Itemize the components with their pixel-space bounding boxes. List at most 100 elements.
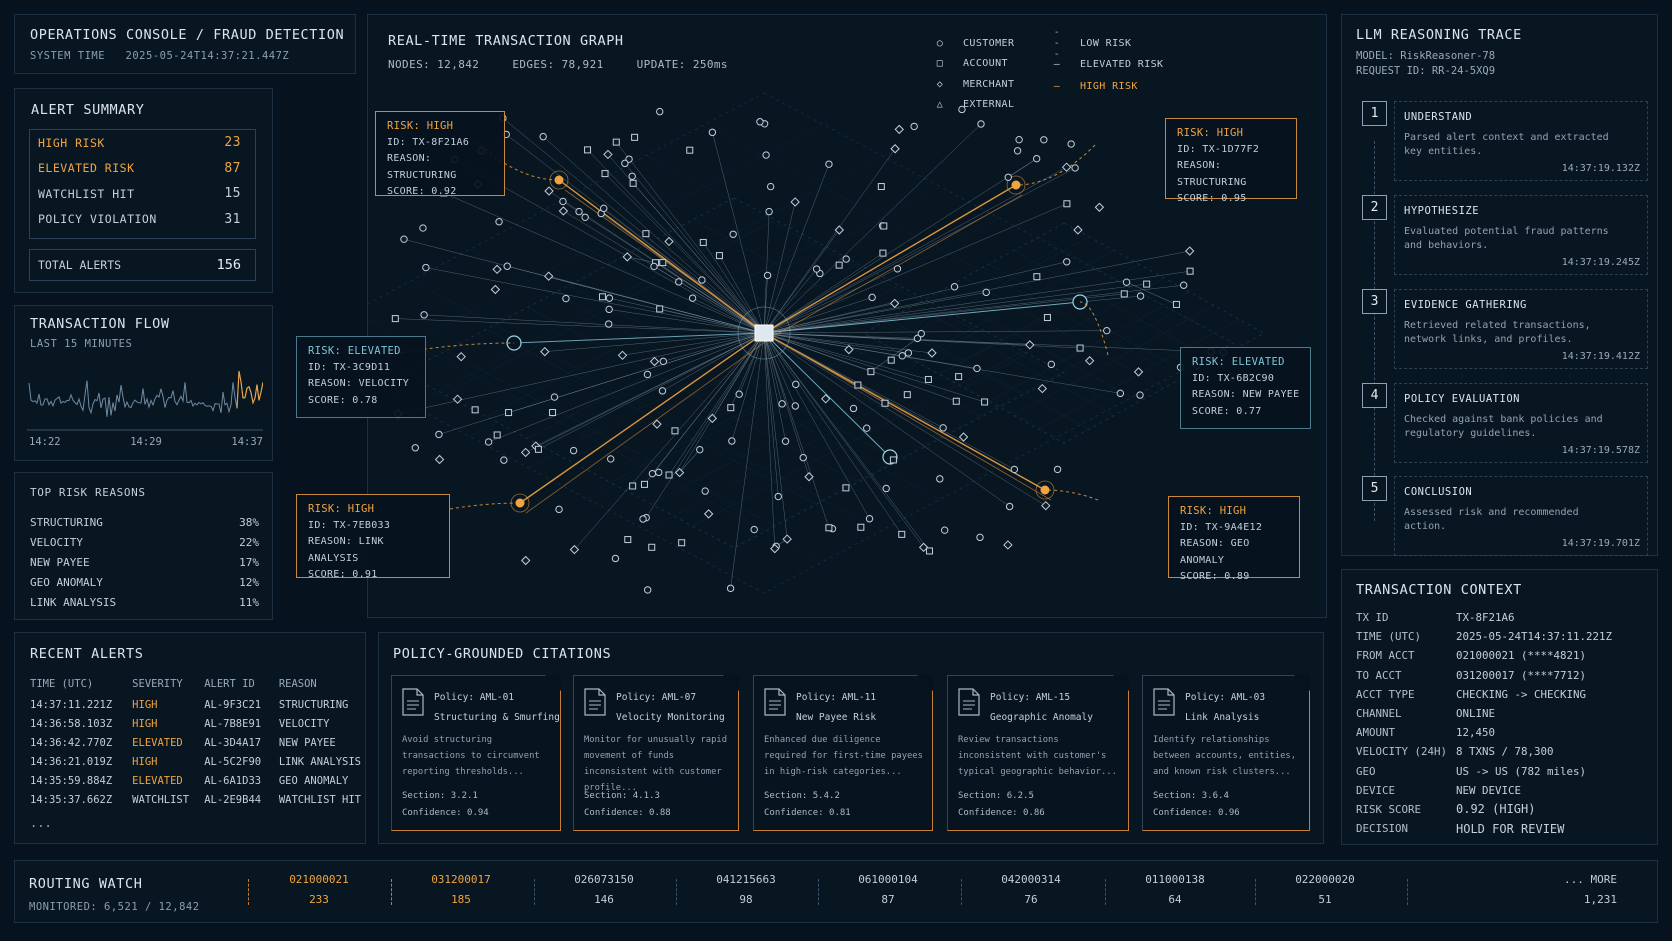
step-timestamp: 14:37:19.412Z [1561,351,1640,362]
callout-tx-1d77f2[interactable]: RISK: HIGH ID: TX-1D77F2 REASON: STRUCTU… [1165,118,1297,204]
account-node [715,252,723,260]
routing-item[interactable]: 011000138 64 [1115,873,1235,913]
callout-id: ID: TX-8F21A6 [387,136,470,148]
customer-node [936,475,944,483]
account-node [924,375,932,383]
context-key: TX ID [1356,611,1389,625]
callout-tx-7eb033[interactable]: RISK: HIGH ID: TX-7EB033 REASON: LINK AN… [296,494,450,580]
table-row[interactable]: 14:37:11.221Z HIGH AL-9F3C21 STRUCTURING [30,695,365,714]
summary-row-high[interactable]: HIGH RISK 23 [30,130,255,156]
merchant-node [1003,540,1013,550]
recent-alerts-panel: RECENT ALERTS TIME (UTC) SEVERITY ALERT … [14,632,366,844]
account-node [584,146,592,154]
routing-more[interactable]: ... MORE 1,231 [1564,873,1617,906]
trace-step-policy[interactable]: 4 POLICY EVALUATION Checked against bank… [1362,383,1648,463]
top-risk-reasons-panel: TOP RISK REASONS STRUCTURING 38% VELOCITY… [14,472,273,620]
summary-row-elevated[interactable]: ELEVATED RISK 87 [30,156,255,182]
step-name: HYPOTHESIZE [1404,205,1480,217]
step-timestamp: 14:37:19.245Z [1561,257,1640,268]
hub-halo [737,306,791,360]
summary-row-policy[interactable]: POLICY VIOLATION 31 [30,207,255,233]
routing-item[interactable]: 026073150 146 [544,873,664,913]
customer-node [1103,326,1111,335]
column-header[interactable]: TIME (UTC) [30,678,94,690]
graph-edge [763,252,884,334]
citation-card-aml-03[interactable]: Policy: AML-03 Link Analysis Identify re… [1142,675,1310,831]
list-item[interactable]: GEO ANOMALY 12% [30,572,259,592]
callout-leader [1015,144,1096,186]
routing-count: 51 [1318,893,1332,906]
list-item[interactable]: VELOCITY 22% [30,533,259,553]
table-row[interactable]: 14:35:59.884Z ELEVATED AL-6A1D33 GEO ANOMAL… [30,771,365,790]
account-node [842,484,850,492]
graph-edge [763,201,796,334]
citation-card-aml-01[interactable]: Policy: AML-01 Structuring & Smurfing Av… [391,675,561,831]
console-header: OPERATIONS CONSOLE / FRAUD DETECTION SYS… [14,14,356,74]
graph-edge [763,164,830,334]
step-box [1394,195,1648,275]
trace-step-evidence[interactable]: 3 EVIDENCE GATHERING Retrieved related t… [1362,289,1648,369]
summary-row-watchlist[interactable]: WATCHLIST HIT 15 [30,181,255,207]
context-key: TO ACCT [1356,668,1402,682]
column-header[interactable]: REASON [278,678,317,690]
list-item[interactable]: STRUCTURING 38% [30,513,259,533]
citation-card-aml-15[interactable]: Policy: AML-15 Geographic Anomaly Review… [947,675,1129,831]
list-item[interactable]: LINK ANALYSIS 11% [30,592,259,612]
table-row[interactable]: 14:35:37.662Z WATCHLIST AL-2E9B44 WATCHLIST… [30,790,365,809]
citation-description: Identify relationships between accounts,… [1153,735,1296,777]
account-node [1076,344,1084,352]
callout-tx-6b2c90[interactable]: RISK: ELEVATED ID: TX-6B2C90 REASON: NEW… [1180,347,1311,429]
graph-edge [763,332,924,548]
list-item[interactable]: NEW PAYEE 17% [30,553,259,573]
routing-item[interactable]: 042000314 76 [971,873,1091,913]
orange-line-icon: — [1053,80,1061,92]
account-node [825,524,833,532]
routing-item[interactable]: 061000104 87 [828,873,948,913]
callout-tx-3c9d11[interactable]: RISK: ELEVATED ID: TX-3C9D11 REASON: VEL… [296,336,426,418]
account-node [631,133,639,141]
routing-item[interactable]: 041215663 98 [686,873,806,913]
merchant-node [890,144,900,154]
graph-edge [763,166,1067,334]
routing-item[interactable]: 022000020 51 [1265,873,1385,913]
graph-edge [763,332,1030,346]
callout-id: ID: TX-7EB033 [308,519,391,531]
citation-card-aml-11[interactable]: Policy: AML-11 New Payee Risk Enhanced d… [753,675,933,831]
merchant-node [558,206,569,216]
table-row[interactable]: 14:36:21.019Z HIGH AL-5C2F90 LINK ANALYSIS [30,752,365,771]
account-node [1186,267,1194,275]
customer-node [778,400,786,408]
table-row[interactable]: 14:36:42.770Z ELEVATED AL-3D4A17 NEW PAYEE [30,733,365,752]
account-node [879,249,887,257]
column-header[interactable]: SEVERITY [132,678,183,690]
callout-tx-8f21a6[interactable]: RISK: HIGH ID: TX-8F21A6 REASON: STRUCTU… [375,111,505,197]
routing-watch-title: ROUTING WATCH [29,876,143,892]
routing-item[interactable]: 031200017 185 [401,873,521,913]
graph-edge [730,332,765,589]
trace-step-understand[interactable]: 1 UNDERSTAND Parsed alert context and ex… [1362,101,1648,181]
column-divider [961,879,962,905]
routing-number: 031200017 [431,873,491,886]
graph-edge [763,332,930,552]
context-key: CHANNEL [1356,707,1402,721]
trace-step-hypothesize[interactable]: 2 HYPOTHESIZE Evaluated potential fraud … [1362,195,1648,275]
routing-item[interactable]: 021000021 233 [259,873,379,913]
legend-label: LOW RISK [1080,37,1132,49]
reason-value: 22% [239,536,259,550]
trace-step-conclusion[interactable]: 5 CONCLUSION Assessed risk and recommend… [1362,476,1648,556]
transaction-context-title: TRANSACTION CONTEXT [1356,582,1522,598]
grid-line [646,155,1117,406]
citation-card-aml-07[interactable]: Policy: AML-07 Velocity Monitoring Monit… [573,675,739,831]
alert-time: 14:36:58.103Z [30,717,113,730]
table-row[interactable]: 14:36:58.103Z HIGH AL-7B8E91 VELOCITY [30,714,365,733]
grid-line [692,350,1023,527]
context-value: CHECKING -> CHECKING [1456,687,1587,701]
column-divider [391,879,392,905]
grid-line [1013,305,1215,416]
customer-node [939,424,947,432]
column-header[interactable]: ALERT ID [204,678,255,690]
more-alerts-link[interactable]: ... [30,816,52,830]
step-name: UNDERSTAND [1404,111,1473,123]
customer-node [1013,147,1022,155]
callout-tx-9a4e12[interactable]: RISK: HIGH ID: TX-9A4E12 REASON: GEO ANO… [1168,496,1300,582]
